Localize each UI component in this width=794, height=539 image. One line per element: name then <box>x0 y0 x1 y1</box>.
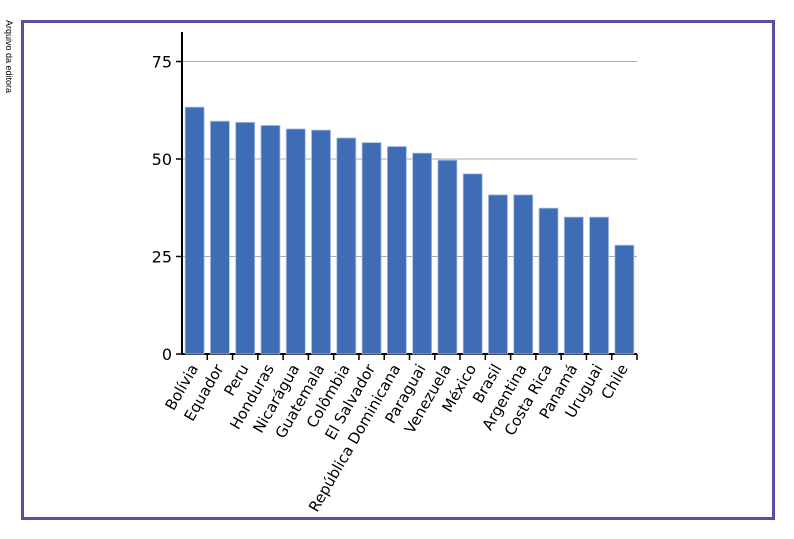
bar <box>285 128 306 355</box>
image-credit: Arquivo da editora <box>4 20 14 94</box>
bar <box>260 125 281 355</box>
bar <box>437 159 458 355</box>
y-tick-label: 75 <box>152 53 172 72</box>
y-tick-label: 0 <box>162 345 172 364</box>
bar <box>235 121 256 355</box>
y-tick-label: 25 <box>152 248 172 267</box>
bar <box>184 106 205 355</box>
bar <box>336 137 357 355</box>
bar <box>488 194 508 355</box>
x-tick-label: Chile <box>597 361 631 403</box>
bar <box>538 207 559 355</box>
bar <box>412 152 433 355</box>
bar <box>361 142 382 355</box>
bar <box>614 244 635 355</box>
bar <box>589 216 609 355</box>
bar <box>462 173 483 355</box>
bar <box>563 216 584 355</box>
bar <box>210 120 230 355</box>
bar <box>513 194 534 355</box>
bar <box>386 146 407 355</box>
bar <box>311 129 331 355</box>
chart-frame <box>21 20 775 520</box>
y-tick-label: 50 <box>152 150 172 169</box>
